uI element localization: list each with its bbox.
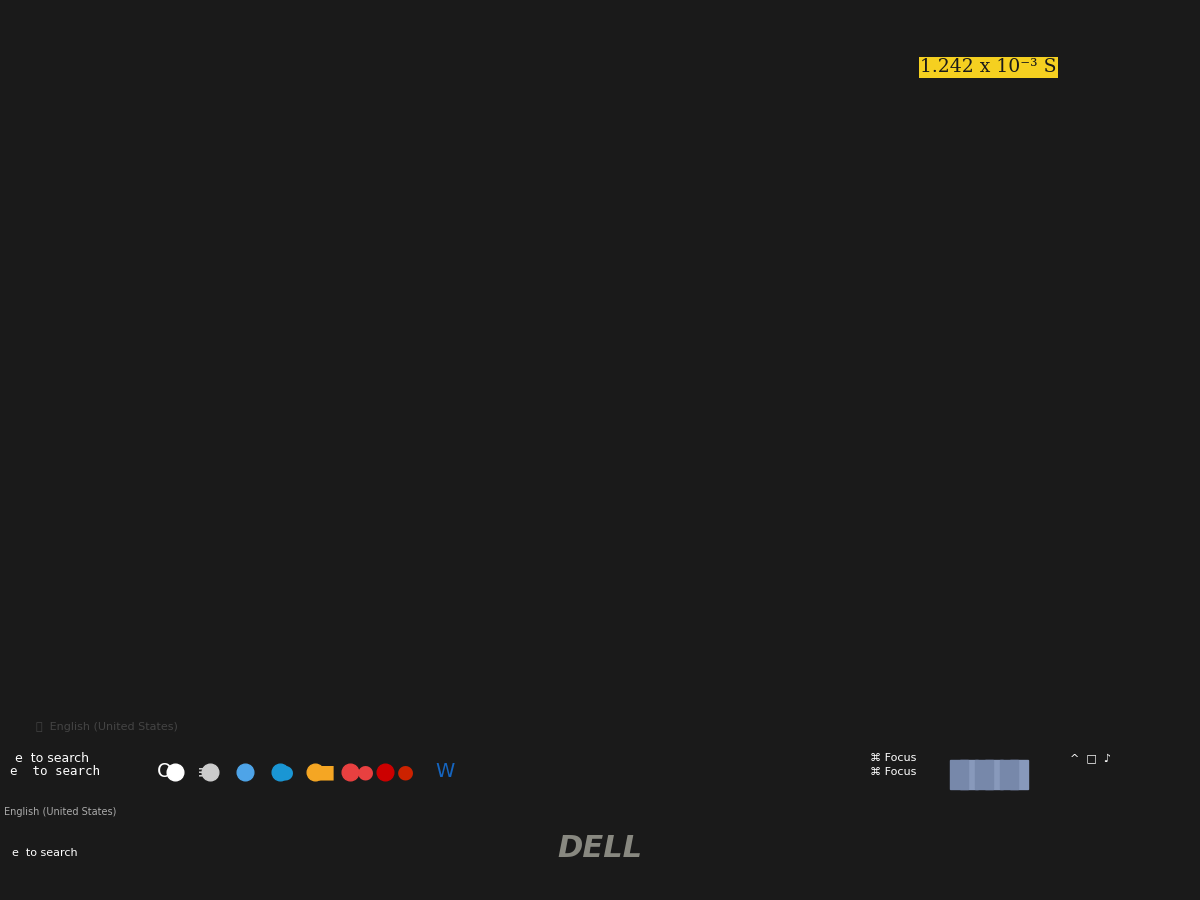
Text: The limiting molar conductivities, Λ°, of KCl, KNO₃ and AgNO₃ are 149 S cm² mol⁻: The limiting molar conductivities, Λ°, o… (88, 570, 884, 588)
Text: ≡: ≡ (197, 762, 214, 781)
Bar (985, 760, 1003, 789)
Text: English (United States): English (United States) (4, 807, 116, 817)
Text: 5.: 5. (53, 570, 71, 588)
Text: ●: ● (356, 762, 373, 781)
Text: ●: ● (276, 762, 294, 781)
Text: 6.: 6. (53, 825, 71, 843)
Text: 145.0 S cm² mol⁻¹ and 133.4 S cm² mol⁻¹, respectively at 25°C.  What is the limi: 145.0 S cm² mol⁻¹ and 133.4 S cm² mol⁻¹,… (88, 624, 887, 642)
Text: ⎘  English (United States): ⎘ English (United States) (36, 722, 178, 732)
Text: [248.4]: [248.4] (88, 166, 156, 184)
Text: DELL: DELL (558, 833, 642, 862)
Text: placed in the cell, the measured resistance was 1050 ohms. Calculate (a) the cel: placed in the cell, the measured resista… (88, 368, 854, 386)
Text: Given the following molar conductivities at infinite dilution: sodium propionate: Given the following molar conductivities… (88, 825, 836, 843)
Text: [1.266; 1.206 x 10⁻³; 120.6]: [1.266; 1.206 x 10⁻³; 120.6] (88, 476, 352, 494)
Text: constant; (b) the conductivity and (c) the molar conductivity of the CaCl₂ solut: constant; (b) the conductivity and (c) t… (88, 422, 864, 440)
Text: e  to search: e to search (10, 765, 100, 778)
Text: O: O (157, 762, 173, 781)
Text: molar conductivity of AgCl at this temperature?: molar conductivity of AgCl at this tempe… (88, 678, 540, 696)
Text: e  to search: e to search (12, 848, 78, 858)
Text: ^  □  ♪: ^ □ ♪ (1070, 753, 1111, 763)
Text: ■: ■ (316, 762, 334, 781)
Text: [137.4]: [137.4] (88, 732, 156, 750)
Text: cm⁻¹.  What is the molar conductivity of this solution?: cm⁻¹. What is the molar conductivity of … (88, 112, 598, 130)
Bar (974, 760, 994, 789)
Text: ●: ● (396, 762, 414, 781)
Text: For a 0.005 M  aqueous solution of SrCl₂ at 298 K, the conductivity is: For a 0.005 M aqueous solution of SrCl₂ … (88, 58, 752, 76)
Bar (960, 760, 978, 789)
Text: ●: ● (236, 762, 253, 781)
Text: 1.242 x 10⁻³ S: 1.242 x 10⁻³ S (920, 58, 1057, 76)
Text: I: I (1141, 570, 1150, 589)
Bar (950, 760, 968, 789)
Bar (1010, 760, 1028, 789)
Bar (1000, 760, 1018, 789)
Text: 3.: 3. (53, 58, 71, 76)
Text: ⌘ Focus: ⌘ Focus (870, 767, 917, 777)
Text: ⌘ Focus: ⌘ Focus (870, 753, 917, 763)
Text: A conductivity cell was calibrated with 0.02 M KCl solution (κ = 0.002768 S cm-1: A conductivity cell was calibrated with … (88, 260, 869, 278)
Text: W: W (436, 762, 455, 781)
Text: 4.: 4. (53, 260, 71, 278)
Text: e  to search: e to search (14, 752, 89, 765)
Text: and the resistance at 298 K was 457.3 ohms.  When a 0.01 M solution of CaCl² was: and the resistance at 298 K was 457.3 oh… (88, 314, 876, 332)
Text: (NaPr), 85.92 S cm² mol⁻¹; hydrochloric acid, 426.04 S cm² mol⁻¹; and sodium chl: (NaPr), 85.92 S cm² mol⁻¹; hydrochloric … (88, 879, 918, 897)
